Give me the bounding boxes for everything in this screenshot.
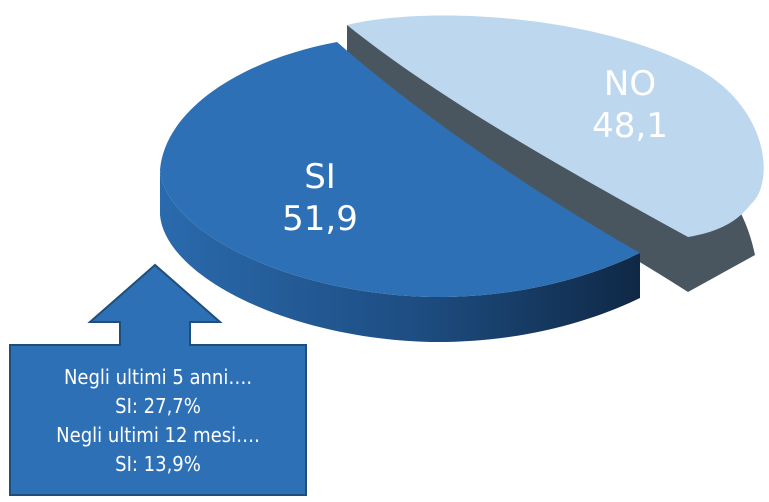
pie-slice-si: SI 51,9	[160, 42, 640, 343]
callout-line-4: SI: 13,9%	[115, 452, 201, 476]
pie-slice-si-value: 51,9	[282, 199, 358, 239]
callout-text: Negli ultimi 5 anni…. SI: 27,7% Negli ul…	[10, 345, 306, 495]
pie-slice-si-side	[160, 170, 640, 343]
callout-arrow	[9, 263, 307, 496]
callout-box	[9, 344, 307, 496]
pie-slice-si-label: SI	[304, 157, 336, 197]
callout-line-1: Negli ultimi 5 anni….	[63, 365, 253, 389]
callout-line-3: Negli ultimi 12 mesi….	[56, 423, 260, 447]
pie-slice-no-label: NO	[604, 64, 656, 104]
pie-slice-si-top	[160, 42, 640, 298]
callout-line-2: SI: 27,7%	[115, 394, 201, 418]
pie-slice-no: NO 48,1	[347, 15, 764, 292]
pie-slice-no-top	[347, 15, 764, 237]
pie-slice-no-value: 48,1	[592, 106, 668, 146]
